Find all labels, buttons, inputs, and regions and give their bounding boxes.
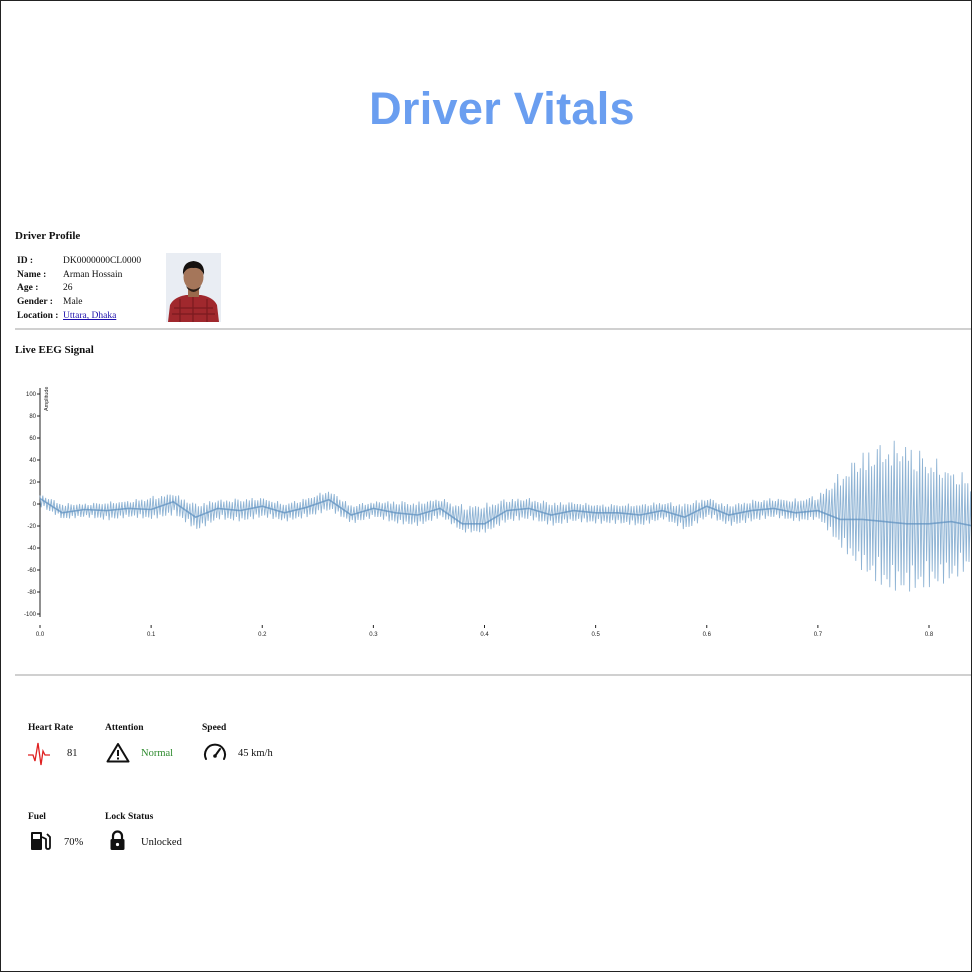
speed-label: Speed	[202, 723, 227, 733]
profile-location-label: Location :	[17, 311, 59, 322]
y-tick-label: -80	[27, 590, 36, 596]
x-tick-label: 0.0	[36, 632, 45, 638]
y-tick-label: 60	[29, 436, 36, 442]
driver-avatar	[166, 253, 221, 322]
attention-label: Attention	[105, 723, 144, 733]
fuel-pump-icon	[31, 832, 51, 850]
heartbeat-icon	[28, 742, 50, 766]
driver-profile-heading: Driver Profile	[15, 230, 81, 242]
divider-2	[15, 674, 971, 676]
profile-age-label: Age :	[17, 283, 39, 294]
y-tick-label: -20	[27, 524, 36, 530]
profile-id-value: DK0000000CL0000	[63, 255, 142, 266]
y-axis-label: Amplitude	[44, 387, 50, 411]
speedometer-icon	[204, 743, 226, 760]
fuel-value: 70%	[64, 837, 84, 848]
x-tick-label: 0.6	[703, 632, 712, 638]
fuel-label: Fuel	[28, 812, 46, 822]
page-title: Driver Vitals	[369, 83, 635, 134]
y-tick-label: 80	[29, 414, 36, 420]
x-tick-label: 0.8	[925, 632, 934, 638]
lock-icon	[110, 830, 125, 850]
x-tick-label: 0.1	[147, 632, 156, 638]
warning-triangle-icon	[106, 743, 130, 763]
x-tick-label: 0.7	[814, 632, 823, 638]
eeg-chart: 100 80 60 40 20 0 -20 -40 -60 -80 -100 Amplitude 0.0…	[24, 387, 971, 638]
y-tick-label: 100	[26, 392, 37, 398]
eeg-heading: Live EEG Signal	[15, 344, 94, 356]
x-tick-label: 0.3	[369, 632, 378, 638]
y-tick-label: -100	[24, 612, 37, 618]
profile-row-gender: Gender : Male	[17, 295, 141, 309]
heart-rate-value: 81	[67, 748, 78, 759]
profile-row-location: Location : Uttara, Dhaka	[17, 309, 141, 323]
y-tick-label: 20	[29, 480, 36, 486]
profile-age-value: 26	[63, 283, 73, 294]
driver-photo	[166, 253, 221, 322]
profile-row-id: ID : DK0000000CL0000	[17, 254, 141, 268]
profile-gender-value: Male	[63, 297, 83, 308]
y-tick-label: 0	[33, 502, 37, 508]
y-tick-label: -60	[27, 568, 36, 574]
x-tick-label: 0.5	[591, 632, 600, 638]
profile-gender-label: Gender :	[17, 297, 53, 308]
profile-name-label: Name :	[17, 269, 47, 280]
speed-value: 45 km/h	[238, 748, 273, 759]
x-tick-label: 0.2	[258, 632, 267, 638]
profile-name-value: Arman Hossain	[63, 269, 123, 280]
y-tick-label: 40	[29, 458, 36, 464]
x-tick-label: 0.4	[480, 632, 489, 638]
lock-status-label: Lock Status	[105, 812, 154, 822]
profile-row-age: Age : 26	[17, 282, 141, 296]
y-tick-label: -40	[27, 546, 36, 552]
location-link[interactable]: Uttara, Dhaka	[63, 311, 117, 322]
profile-row-name: Name : Arman Hossain	[17, 268, 141, 282]
divider-1	[15, 328, 971, 330]
profile-id-label: ID :	[17, 255, 34, 266]
eeg-mean-trace	[39, 497, 971, 527]
lock-status-value: Unlocked	[141, 837, 182, 848]
heart-rate-label: Heart Rate	[28, 723, 74, 733]
attention-value: Normal	[141, 748, 174, 759]
driver-profile-table: ID : DK0000000CL0000 Name : Arman Hossai…	[17, 254, 141, 323]
